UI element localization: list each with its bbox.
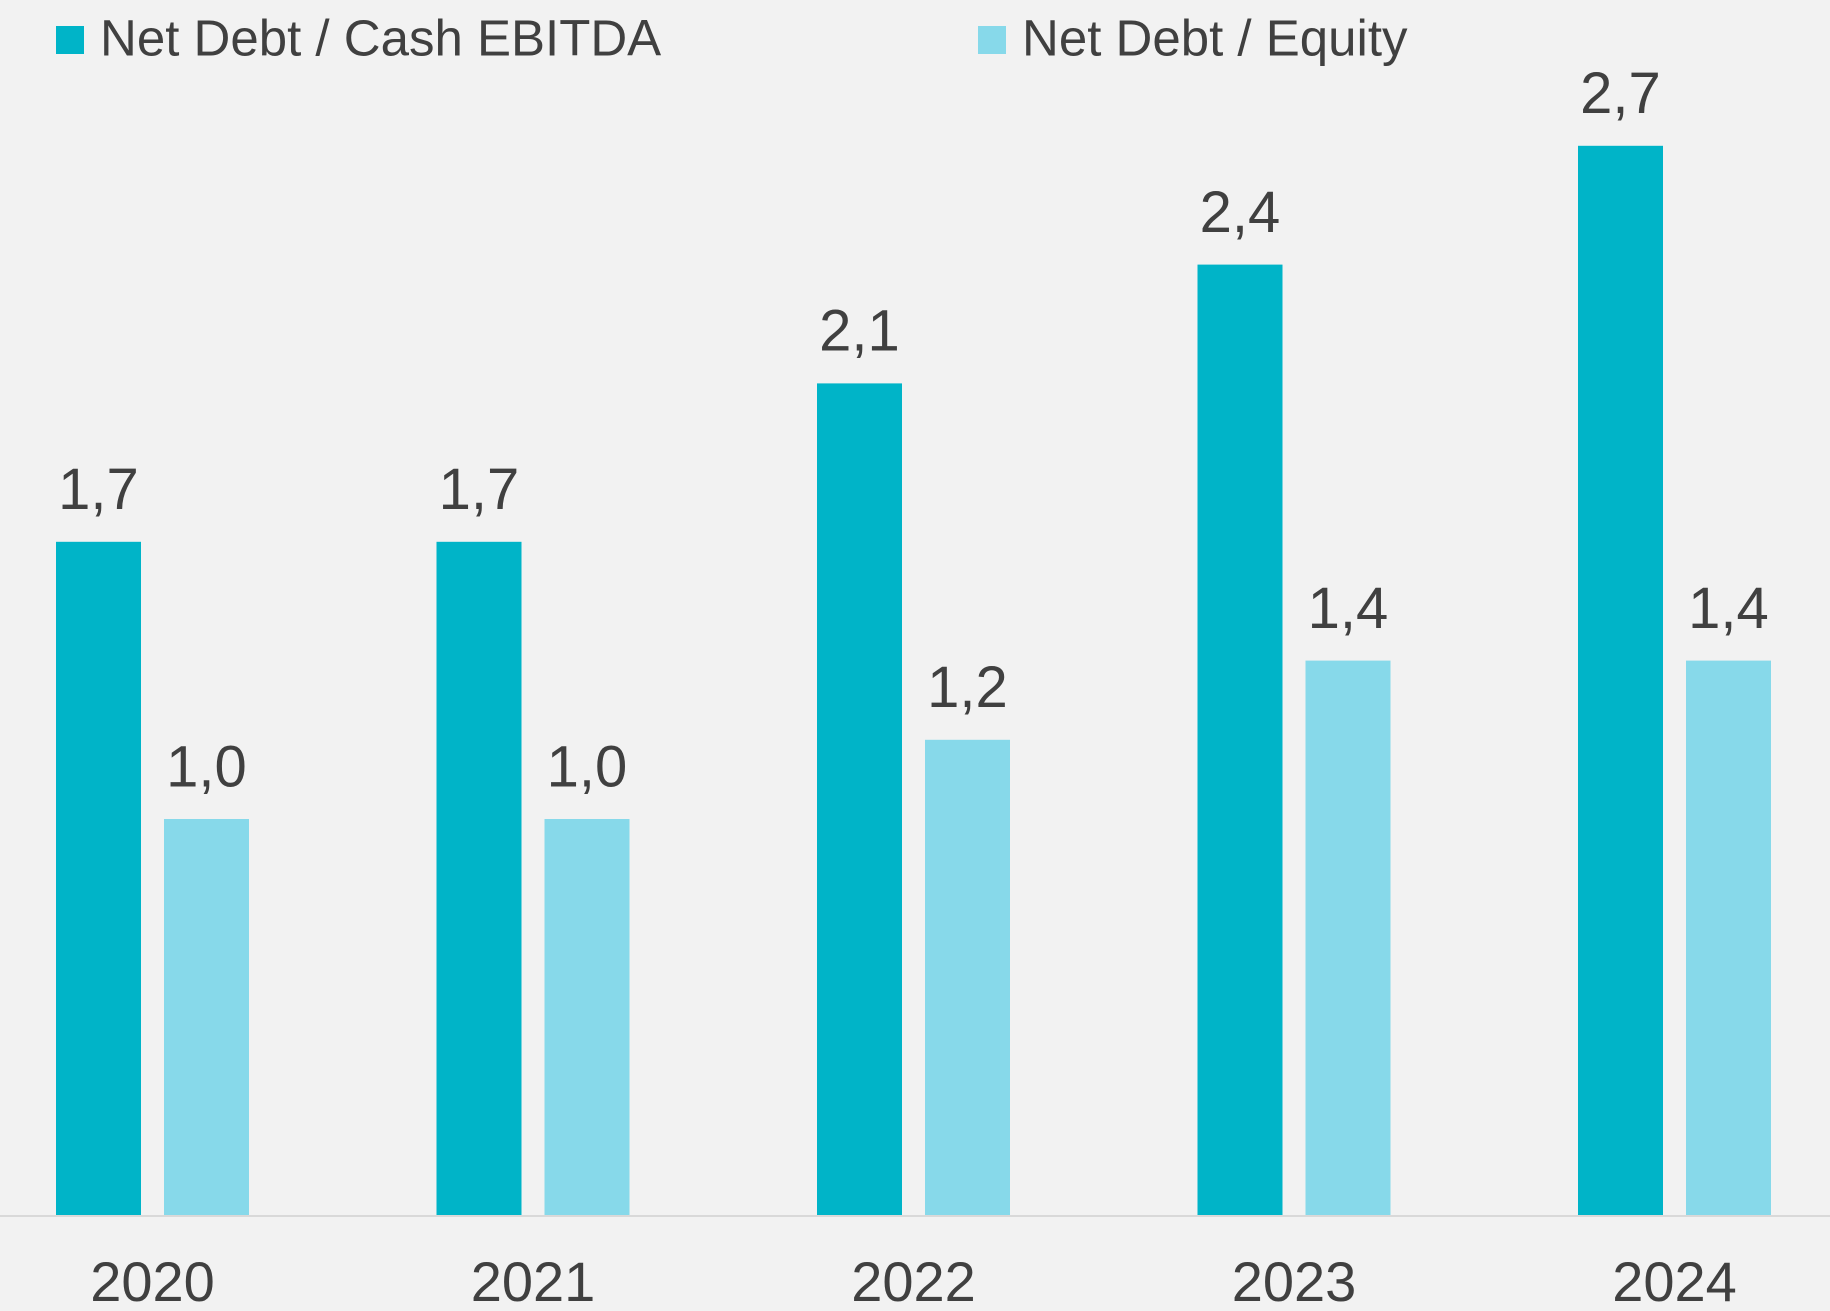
value-label: 1,2: [927, 655, 1008, 720]
value-label: 1,7: [58, 457, 139, 522]
value-label: 1,4: [1688, 576, 1769, 641]
bar: [817, 383, 902, 1215]
bar: [1578, 145, 1663, 1215]
legend-swatch: [56, 26, 84, 54]
legend-label: Net Debt / Equity: [1022, 9, 1408, 66]
x-tick-label: 2021: [471, 1250, 596, 1311]
legend-label: Net Debt / Cash EBITDA: [100, 9, 661, 66]
x-tick-label: 2024: [1612, 1250, 1737, 1311]
value-label: 1,0: [547, 734, 628, 799]
value-label: 2,1: [819, 299, 900, 364]
bar: [56, 541, 141, 1215]
x-tick-label: 2023: [1232, 1250, 1357, 1311]
bar: [1686, 660, 1771, 1215]
value-label: 2,7: [1580, 61, 1661, 126]
x-tick-label: 2022: [851, 1250, 976, 1311]
value-label: 1,4: [1308, 576, 1389, 641]
value-label: 2,4: [1200, 180, 1281, 245]
x-tick-label: 2020: [90, 1250, 215, 1311]
value-label: 1,7: [439, 457, 520, 522]
bar: [164, 819, 249, 1215]
bar: [925, 739, 1010, 1215]
bar: [1197, 264, 1283, 1216]
bar: [436, 541, 522, 1215]
bar: [544, 819, 630, 1215]
legend-swatch: [978, 26, 1006, 54]
bar: [1305, 660, 1391, 1215]
value-label: 1,0: [166, 734, 247, 799]
